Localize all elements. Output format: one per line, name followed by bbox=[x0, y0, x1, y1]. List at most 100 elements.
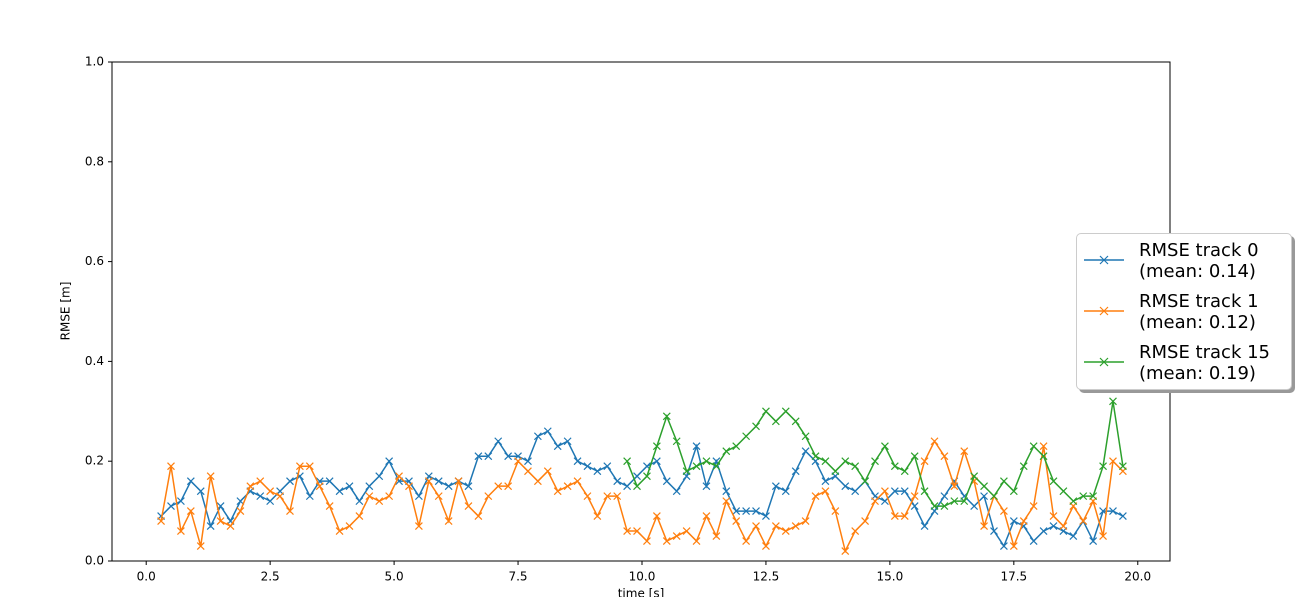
point-marker bbox=[682, 467, 691, 476]
point-marker bbox=[821, 477, 830, 486]
point-marker bbox=[484, 452, 493, 461]
point-marker bbox=[940, 502, 949, 511]
point-marker bbox=[345, 482, 354, 491]
point-marker bbox=[593, 512, 602, 521]
point-marker bbox=[712, 462, 721, 471]
point-marker bbox=[652, 442, 661, 451]
point-marker bbox=[1099, 532, 1107, 540]
point-marker bbox=[474, 452, 483, 461]
point-marker bbox=[643, 472, 651, 481]
point-marker bbox=[613, 492, 622, 501]
point-marker bbox=[216, 517, 225, 526]
legend-entry: RMSE track 1 (mean: 0.12) bbox=[1077, 289, 1293, 335]
y-axis-label: RMSE [m] bbox=[59, 282, 73, 341]
point-marker bbox=[871, 497, 879, 506]
point-marker bbox=[543, 467, 552, 476]
point-marker bbox=[881, 442, 889, 451]
legend: RMSE track 0 (mean: 0.14) RMSE track 1 (m… bbox=[1076, 233, 1292, 390]
y-tick-label: 0.6 bbox=[85, 254, 104, 268]
point-marker bbox=[791, 522, 800, 530]
point-marker bbox=[603, 492, 612, 501]
point-marker bbox=[702, 512, 711, 521]
point-marker bbox=[524, 457, 532, 466]
point-marker bbox=[732, 517, 741, 526]
y-tick-label: 1.0 bbox=[85, 55, 104, 69]
point-marker bbox=[910, 452, 919, 461]
point-marker bbox=[623, 527, 632, 535]
point-marker bbox=[940, 452, 949, 461]
point-marker bbox=[841, 457, 850, 466]
point-marker bbox=[256, 492, 265, 501]
x-tick-label: 5.0 bbox=[385, 570, 404, 584]
point-marker bbox=[980, 522, 989, 530]
point-marker bbox=[405, 482, 413, 491]
legend-label: RMSE track 15 (mean: 0.19) bbox=[1139, 342, 1270, 384]
point-marker bbox=[365, 492, 374, 501]
point-marker bbox=[157, 517, 166, 526]
point-marker bbox=[702, 457, 711, 466]
point-marker bbox=[900, 487, 909, 496]
point-marker bbox=[1019, 462, 1028, 471]
x-tick-label: 10.0 bbox=[629, 570, 656, 584]
point-marker bbox=[811, 452, 820, 461]
point-marker bbox=[771, 482, 780, 491]
point-marker bbox=[851, 527, 860, 535]
point-marker bbox=[999, 507, 1008, 516]
point-marker bbox=[781, 527, 790, 535]
point-marker bbox=[652, 512, 661, 521]
point-marker bbox=[444, 482, 453, 491]
legend-entry: RMSE track 0 (mean: 0.14) bbox=[1077, 238, 1293, 284]
point-marker bbox=[167, 502, 175, 511]
point-marker bbox=[1029, 537, 1038, 545]
point-marker bbox=[752, 422, 760, 431]
legend-label: RMSE track 0 (mean: 0.14) bbox=[1139, 240, 1259, 282]
point-marker bbox=[186, 477, 195, 486]
point-marker bbox=[553, 487, 562, 496]
legend-swatch bbox=[1084, 306, 1124, 316]
point-marker bbox=[206, 472, 215, 481]
point-marker bbox=[861, 517, 870, 526]
point-marker bbox=[890, 512, 899, 521]
point-marker bbox=[851, 462, 860, 471]
legend-label: RMSE track 1 (mean: 0.12) bbox=[1139, 291, 1259, 333]
point-marker bbox=[1079, 492, 1088, 501]
point-marker bbox=[712, 532, 721, 540]
point-marker bbox=[791, 467, 800, 476]
point-marker bbox=[662, 412, 671, 421]
point-marker bbox=[1009, 542, 1018, 550]
point-marker bbox=[762, 542, 770, 550]
point-marker bbox=[365, 482, 374, 491]
point-marker bbox=[385, 457, 394, 466]
point-marker bbox=[186, 507, 195, 516]
point-marker bbox=[1039, 527, 1048, 535]
point-marker bbox=[1039, 452, 1048, 461]
point-marker bbox=[950, 497, 959, 506]
point-marker bbox=[672, 532, 681, 540]
point-marker bbox=[603, 462, 612, 471]
point-marker bbox=[1049, 512, 1058, 521]
point-marker bbox=[1109, 457, 1117, 466]
point-marker bbox=[623, 457, 632, 466]
point-marker bbox=[583, 462, 592, 471]
point-marker bbox=[980, 492, 989, 501]
point-marker bbox=[722, 497, 731, 506]
point-marker bbox=[236, 507, 245, 516]
point-marker bbox=[494, 437, 503, 446]
point-marker bbox=[504, 482, 513, 491]
point-marker bbox=[375, 497, 384, 506]
point-marker bbox=[623, 482, 632, 491]
point-marker bbox=[266, 487, 275, 496]
point-marker bbox=[881, 487, 889, 496]
point-marker bbox=[414, 522, 423, 530]
series-line bbox=[160, 439, 1124, 554]
point-marker bbox=[434, 477, 443, 486]
point-marker bbox=[762, 512, 770, 521]
point-marker bbox=[1009, 517, 1018, 526]
point-marker bbox=[990, 492, 998, 501]
point-marker bbox=[633, 482, 641, 491]
point-marker bbox=[950, 482, 959, 491]
point-marker bbox=[514, 457, 522, 466]
legend-marker bbox=[1099, 306, 1109, 316]
point-marker bbox=[424, 477, 433, 486]
